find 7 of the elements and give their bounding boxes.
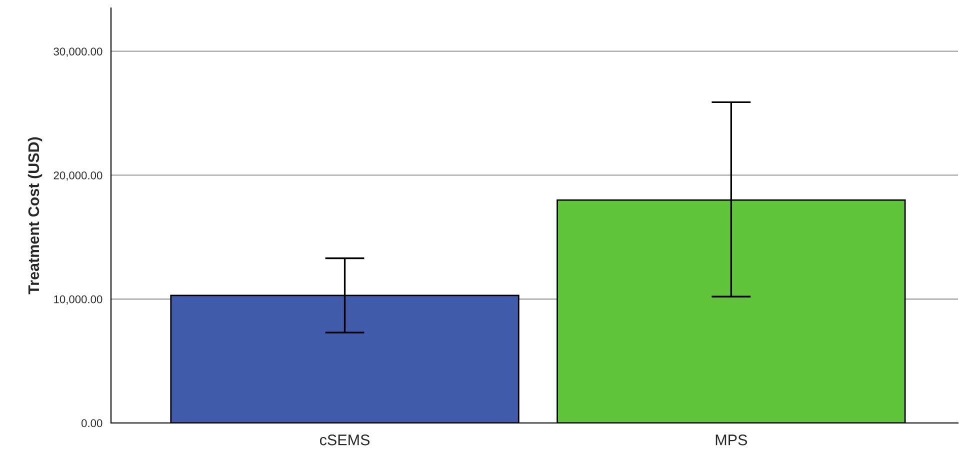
x-tick-label: cSEMS	[320, 434, 370, 446]
x-tick-label: MPS	[716, 434, 748, 446]
y-tick-label: 30,000.00	[54, 48, 102, 57]
y-tick-label: 10,000.00	[54, 295, 102, 305]
y-tick-label: 0.00	[81, 419, 102, 428]
y-axis-title: Treatment Cost (USD)	[28, 137, 42, 294]
y-tick-label: 20,000.00	[54, 172, 102, 181]
